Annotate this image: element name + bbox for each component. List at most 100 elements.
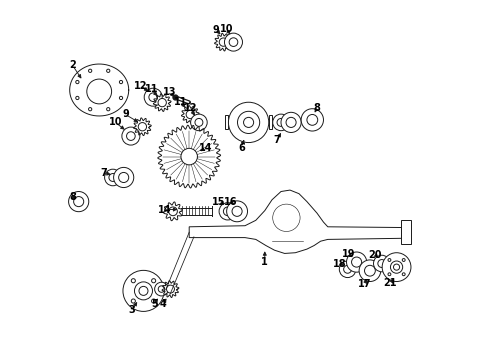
Polygon shape: [189, 190, 402, 253]
Text: 11: 11: [145, 84, 158, 94]
Circle shape: [181, 148, 197, 165]
Circle shape: [151, 299, 156, 303]
Circle shape: [273, 114, 289, 131]
Circle shape: [195, 118, 203, 126]
Circle shape: [273, 204, 300, 231]
Text: 9: 9: [122, 109, 129, 120]
Text: 15: 15: [212, 197, 226, 207]
Circle shape: [359, 260, 381, 282]
Circle shape: [346, 252, 367, 272]
Circle shape: [114, 167, 134, 188]
Circle shape: [393, 264, 400, 270]
Circle shape: [123, 270, 164, 311]
Circle shape: [167, 285, 174, 293]
Circle shape: [388, 273, 391, 276]
Circle shape: [138, 122, 147, 131]
Circle shape: [76, 80, 79, 84]
Circle shape: [120, 96, 122, 100]
Circle shape: [134, 282, 152, 300]
Text: 10: 10: [220, 24, 233, 34]
Text: 5: 5: [151, 299, 158, 309]
Circle shape: [339, 261, 356, 278]
Circle shape: [155, 282, 169, 296]
Circle shape: [373, 255, 390, 272]
Text: 17: 17: [358, 279, 371, 289]
Circle shape: [158, 98, 167, 107]
Text: 18: 18: [333, 258, 347, 269]
Circle shape: [139, 287, 148, 295]
Circle shape: [120, 80, 122, 84]
Circle shape: [131, 279, 135, 283]
Text: 1: 1: [262, 257, 268, 267]
Text: 10: 10: [109, 117, 122, 127]
Circle shape: [227, 201, 247, 222]
Circle shape: [89, 69, 92, 72]
Text: 20: 20: [368, 250, 382, 260]
Circle shape: [301, 109, 323, 131]
Circle shape: [238, 111, 260, 134]
Circle shape: [169, 207, 177, 216]
Circle shape: [191, 114, 207, 131]
Circle shape: [76, 96, 79, 100]
Text: 8: 8: [70, 192, 76, 202]
Circle shape: [186, 110, 195, 119]
Bar: [269, 115, 272, 130]
Circle shape: [378, 260, 386, 267]
Circle shape: [365, 265, 375, 276]
Circle shape: [109, 174, 117, 181]
Text: 11: 11: [173, 96, 187, 107]
Circle shape: [229, 38, 238, 46]
Circle shape: [119, 172, 129, 183]
Text: 8: 8: [314, 103, 320, 113]
Text: 12: 12: [134, 81, 147, 91]
Circle shape: [343, 265, 351, 273]
Text: 7: 7: [273, 135, 280, 145]
Text: 16: 16: [224, 197, 237, 207]
Text: 7: 7: [100, 168, 107, 178]
Text: 12: 12: [184, 103, 197, 113]
Circle shape: [219, 203, 236, 220]
Text: 21: 21: [384, 278, 397, 288]
Circle shape: [74, 197, 84, 207]
Text: 2: 2: [69, 60, 75, 70]
Circle shape: [107, 69, 110, 72]
Circle shape: [107, 108, 110, 111]
Circle shape: [122, 127, 140, 145]
Circle shape: [224, 33, 243, 51]
Circle shape: [244, 117, 254, 127]
Text: 4: 4: [160, 299, 166, 309]
Circle shape: [402, 273, 405, 276]
Circle shape: [151, 279, 156, 283]
Circle shape: [286, 117, 296, 127]
Circle shape: [126, 132, 135, 140]
Circle shape: [351, 257, 362, 267]
Circle shape: [131, 299, 135, 303]
Bar: [400, 220, 411, 244]
Bar: [225, 115, 228, 130]
Circle shape: [87, 79, 112, 104]
Circle shape: [402, 258, 405, 261]
Circle shape: [158, 286, 165, 292]
Text: 13: 13: [163, 87, 176, 97]
Circle shape: [281, 112, 301, 132]
Circle shape: [149, 93, 157, 102]
Circle shape: [307, 114, 318, 125]
Circle shape: [219, 38, 227, 46]
Circle shape: [391, 261, 403, 273]
Text: 9: 9: [213, 24, 220, 35]
Text: 3: 3: [128, 305, 135, 315]
Text: 14: 14: [198, 143, 212, 153]
Circle shape: [223, 207, 232, 216]
Circle shape: [104, 169, 121, 186]
Circle shape: [228, 102, 269, 143]
Circle shape: [277, 118, 285, 126]
Circle shape: [144, 88, 162, 106]
Circle shape: [69, 192, 89, 212]
Text: 6: 6: [238, 143, 245, 153]
Text: 14: 14: [158, 204, 172, 215]
Circle shape: [382, 253, 411, 282]
Circle shape: [89, 108, 92, 111]
Circle shape: [388, 258, 391, 261]
Circle shape: [232, 206, 242, 216]
Text: 19: 19: [342, 249, 355, 259]
